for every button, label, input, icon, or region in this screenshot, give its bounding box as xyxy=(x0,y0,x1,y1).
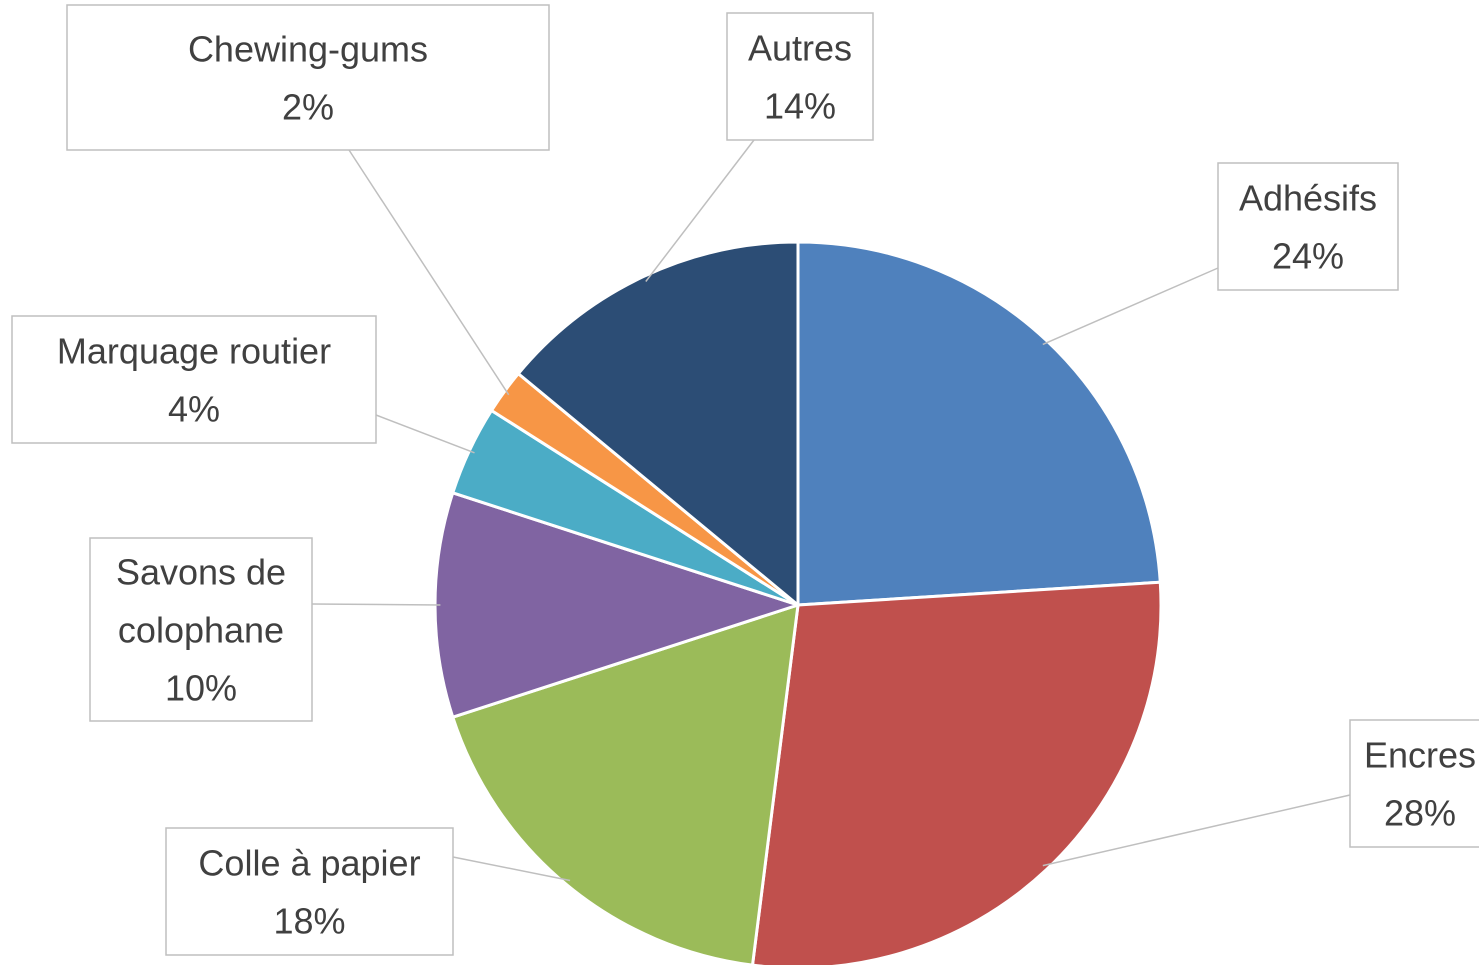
data-label-box-5 xyxy=(11,315,377,444)
data-label-text-3: Colle à papier xyxy=(198,842,420,883)
leader-line-6 xyxy=(348,149,510,396)
data-label-value-1: 24% xyxy=(1272,235,1344,276)
data-label-value-3: 18% xyxy=(273,900,345,941)
pie-slices xyxy=(433,240,1163,965)
data-label-text-7: Autres xyxy=(748,27,852,68)
data-label-text-5: Marquage routier xyxy=(57,330,331,371)
leader-lines xyxy=(311,139,1351,882)
data-label-box-3 xyxy=(165,827,454,956)
data-label-box-6 xyxy=(66,4,550,151)
data-labels: Adhésifs 24% Encres 28% Colle à papier 18% Sav… xyxy=(11,4,1479,956)
data-label-value-7: 14% xyxy=(764,85,836,126)
pie-slice-3 xyxy=(451,603,800,965)
data-label-value-6: 2% xyxy=(282,86,334,127)
data-label-text-4-b: colophane xyxy=(118,609,284,650)
data-label-value-5: 4% xyxy=(168,388,220,429)
pie-slice-7 xyxy=(516,240,800,607)
data-label-box-1 xyxy=(1217,162,1399,291)
data-label-text-4-a: Savons de xyxy=(116,551,286,592)
data-label-box-2 xyxy=(1349,719,1479,848)
pie-slice-2 xyxy=(751,580,1163,965)
leader-line-7 xyxy=(645,139,755,282)
data-label-text-6: Chewing-gums xyxy=(188,28,428,69)
data-label-value-2: 28% xyxy=(1384,792,1456,833)
leader-line-5 xyxy=(375,414,475,454)
leader-line-4 xyxy=(311,603,441,606)
pie-slice-1 xyxy=(796,240,1162,607)
data-label-text-2: Encres xyxy=(1364,734,1476,775)
data-label-value-4: 10% xyxy=(165,667,237,708)
leader-line-1 xyxy=(1042,267,1219,346)
data-label-box-7 xyxy=(726,12,874,141)
data-label-text-1: Adhésifs xyxy=(1239,177,1377,218)
leader-line-2 xyxy=(1042,794,1351,867)
data-label-box-4 xyxy=(89,537,313,722)
leader-line-3 xyxy=(452,856,571,882)
